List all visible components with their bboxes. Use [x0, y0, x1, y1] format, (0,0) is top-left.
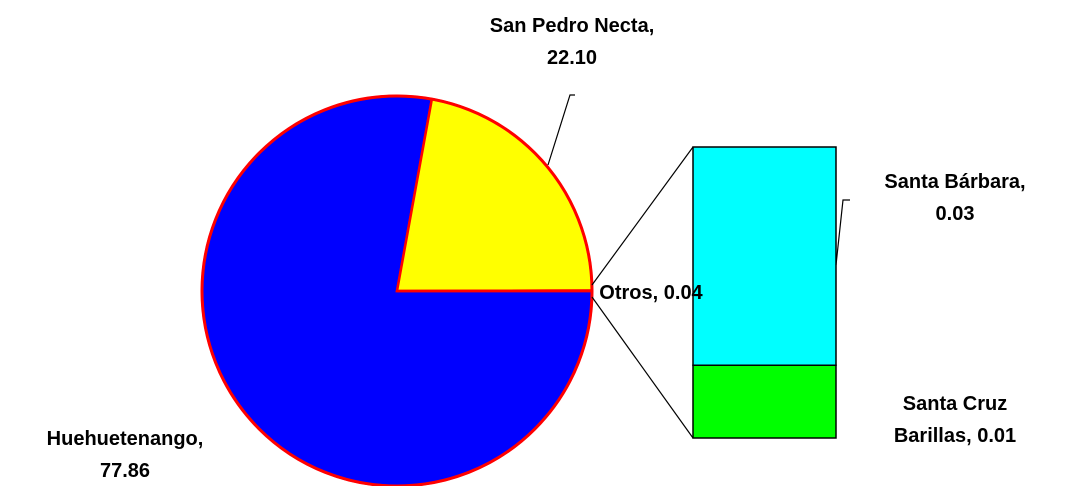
leader-line — [547, 94, 575, 166]
slice-label: San Pedro Necta, 22.10 — [489, 15, 655, 69]
bar-segment — [692, 364, 837, 439]
bar-label: Santa Bárbara, 0.03 — [884, 171, 1026, 225]
pie-slice — [395, 97, 594, 293]
bar-segment — [692, 146, 837, 366]
slice-label: Huehuetenango, 77.86 — [46, 428, 204, 482]
connector — [591, 296, 694, 439]
connector — [591, 146, 694, 286]
slice-label: Otros, 0.04 — [599, 282, 703, 304]
bar-label: Santa Cruz Barillas, 0.01 — [893, 393, 1017, 447]
pie-outline — [200, 94, 594, 486]
leader-line — [835, 199, 850, 266]
